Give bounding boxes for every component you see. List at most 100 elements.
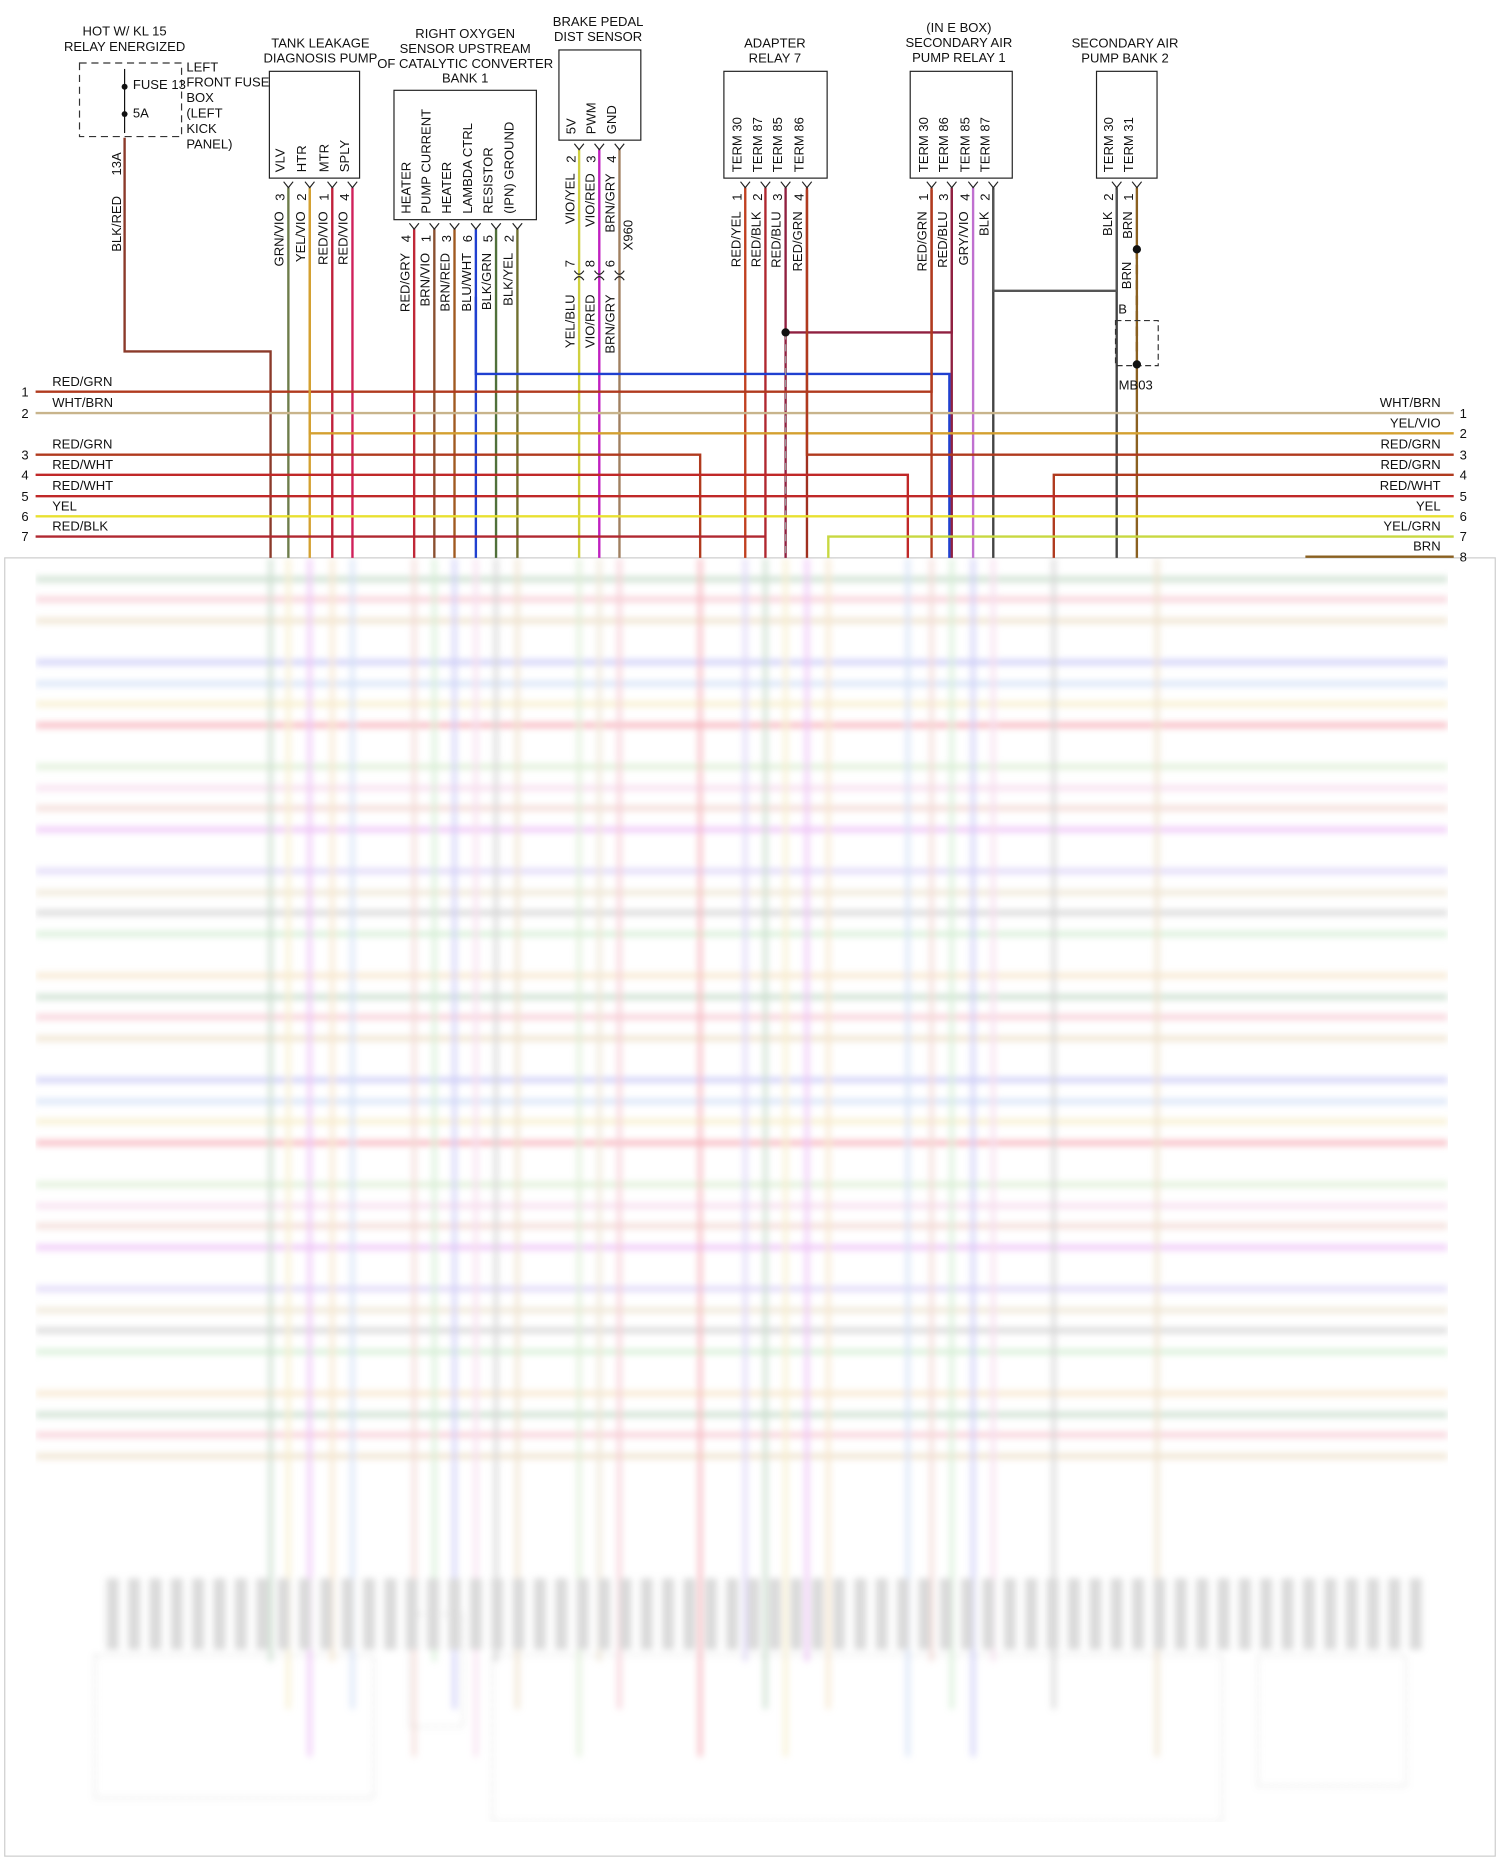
wire-label: RED/BLK: [749, 211, 764, 267]
component-title: DIAGNOSIS PUMP: [263, 50, 377, 65]
pin-number: 1: [730, 193, 745, 200]
fuse-location: PANEL): [186, 136, 232, 151]
wire-label: WHT/BRN: [52, 395, 113, 410]
blur-pin: [469, 1578, 482, 1650]
connector-pin: 6: [603, 260, 618, 267]
pin-name: LAMBDA CTRL: [460, 123, 475, 214]
blur-pin: [1132, 1578, 1144, 1650]
blur-pin: [1089, 1578, 1102, 1650]
pin-name: PWM: [584, 102, 599, 134]
wire-label: VIO/RED: [582, 294, 597, 348]
wire-label: BLK: [1100, 211, 1115, 236]
pin-number: 2: [750, 193, 765, 200]
wire-label: YEL: [1416, 498, 1441, 513]
wire-label: BLK: [976, 211, 991, 236]
wire-label: BLK/YEL: [501, 253, 516, 306]
connector: [573, 270, 585, 281]
wire-label: RED/WHT: [52, 478, 113, 493]
pin-terminal: [408, 222, 420, 231]
blur-pin: [1003, 1578, 1016, 1650]
blur-pin: [170, 1578, 183, 1650]
component-box: [558, 49, 642, 141]
pin-name: TERM 85: [957, 117, 972, 172]
wire-label: YEL/BLU: [562, 294, 577, 348]
blur-pin: [448, 1578, 461, 1650]
blur-pin: [961, 1578, 974, 1650]
wire-number: 7: [1460, 529, 1467, 544]
pin-terminal: [327, 181, 338, 189]
blur-pin: [640, 1578, 653, 1650]
blur-pin: [576, 1578, 589, 1650]
pin-number: 1: [916, 193, 931, 200]
blur-pin: [1217, 1578, 1230, 1650]
wire-label: GRN/VIO: [272, 211, 287, 266]
pin-name: GND: [604, 105, 619, 134]
blur-pin: [768, 1578, 781, 1650]
wire-number: 6: [21, 509, 28, 524]
blur-pin: [662, 1578, 675, 1650]
blur-pin: [384, 1578, 397, 1650]
blur-pin: [1367, 1578, 1379, 1650]
wire-label: RED/VIO: [315, 211, 330, 265]
wire-label: YEL: [52, 498, 77, 513]
pin-number: 5: [480, 235, 495, 242]
wire-number: 2: [21, 406, 28, 421]
wire-label: BRN: [1119, 262, 1134, 290]
wire-number: 1: [1460, 406, 1467, 421]
wire-label: BRN/VIO: [417, 253, 432, 307]
component-box: [1095, 70, 1158, 179]
pin-name: TERM 30: [730, 117, 745, 172]
pin-name: TERM 31: [1121, 117, 1136, 172]
pin-name: (IPN) GROUND: [502, 122, 517, 214]
component-title: SENSOR UPSTREAM: [400, 41, 531, 56]
pin-terminal: [988, 181, 999, 189]
fuse-label: FUSE 13: [133, 77, 186, 92]
pin-name: VLV: [273, 148, 288, 172]
wire-label: RED/BLU: [769, 211, 784, 268]
blur-pin: [427, 1578, 440, 1650]
blur-pin: [1281, 1578, 1294, 1650]
wire: [35, 453, 702, 558]
wire: [992, 189, 1118, 293]
component-box: [268, 70, 361, 179]
connector-pin: 7: [562, 260, 577, 267]
pin-terminal: [1131, 181, 1143, 189]
pin-name: TERM 85: [770, 117, 785, 172]
component-title: SECONDARY AIR: [905, 35, 1012, 50]
wire: [785, 189, 953, 334]
blur-pin: [405, 1578, 418, 1650]
pin-terminal: [780, 181, 791, 189]
fuse-location: LEFT: [186, 59, 218, 74]
wire-label: WHT/BRN: [1380, 395, 1441, 410]
pin-name: 5V: [563, 118, 578, 134]
connector-name: X960: [620, 220, 635, 250]
wire-label: BRN/GRY: [603, 294, 618, 354]
component-title: (IN E BOX): [926, 20, 991, 35]
blur-pin: [619, 1578, 632, 1650]
blur-box: [94, 1654, 375, 1799]
fuse-location: KICK: [186, 121, 217, 136]
blur-pin: [1303, 1578, 1315, 1650]
splice: [1132, 245, 1142, 254]
connector: [594, 270, 605, 281]
pin-number: 13A: [109, 152, 124, 176]
blur-pin: [1324, 1578, 1337, 1650]
wire-label: BRN: [1413, 539, 1441, 554]
pin-number: 1: [1121, 193, 1136, 200]
pin-number: 2: [1101, 193, 1116, 200]
component-title: DIST SENSOR: [554, 29, 642, 44]
pin-number: 4: [337, 193, 352, 200]
blur-pin: [534, 1578, 546, 1650]
wire: [474, 296, 951, 558]
wire-label: BRN: [1120, 211, 1135, 239]
wire-label: RED/YEL: [728, 211, 743, 267]
blur-pin: [790, 1578, 803, 1650]
wire: [805, 189, 1454, 456]
wire-number: 4: [1460, 468, 1467, 483]
pin-terminal: [801, 181, 813, 189]
blur-pin: [918, 1578, 931, 1650]
pin-terminal: [470, 222, 482, 231]
blur-pin: [1110, 1578, 1123, 1650]
